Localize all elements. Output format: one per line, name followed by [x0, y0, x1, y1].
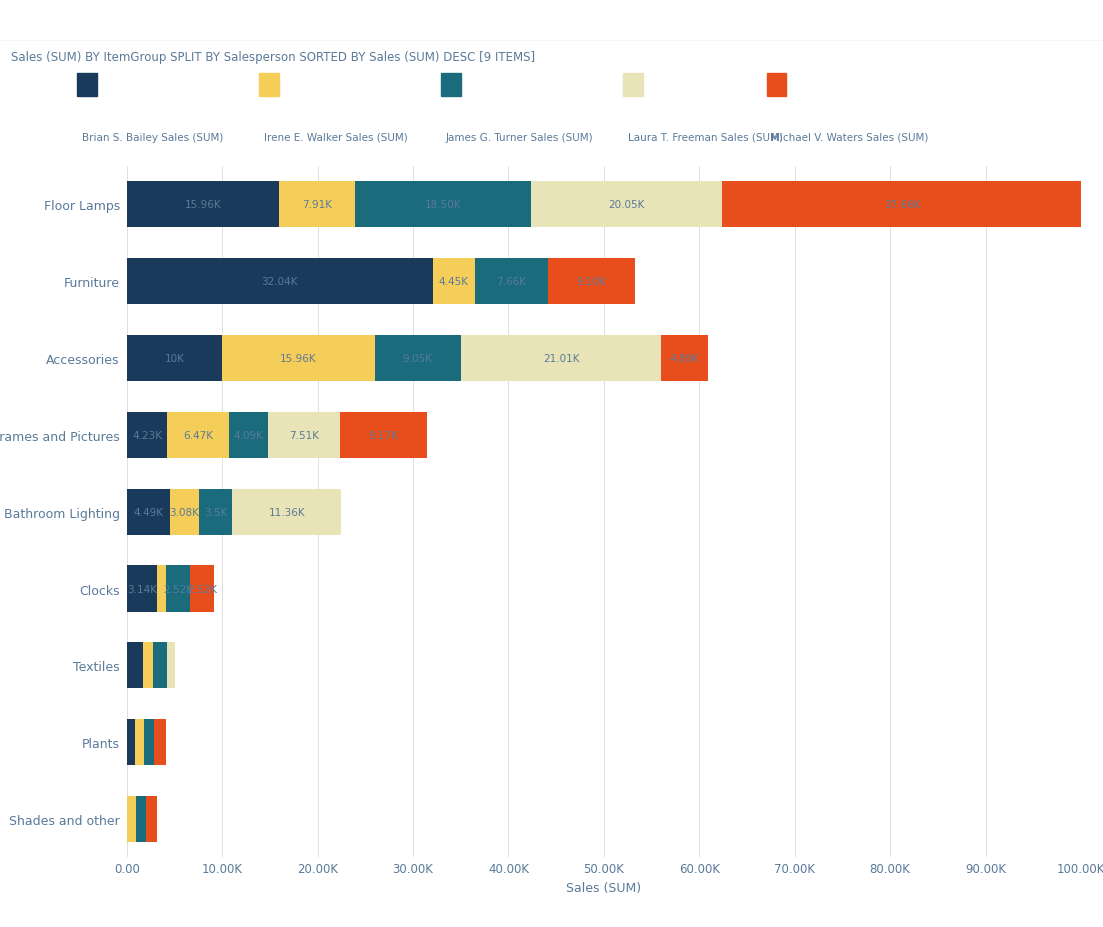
Text: 4.89K: 4.89K: [670, 354, 699, 363]
Bar: [157, 565, 167, 612]
Bar: [475, 259, 548, 305]
Bar: [170, 489, 199, 535]
Text: 15.96K: 15.96K: [280, 354, 317, 363]
Text: 32.04K: 32.04K: [261, 277, 298, 287]
Text: 3.08K: 3.08K: [170, 507, 200, 517]
Bar: [127, 565, 157, 612]
Bar: [432, 259, 475, 305]
Text: 3.5K: 3.5K: [204, 507, 227, 517]
Bar: [146, 796, 157, 842]
Text: 15.96K: 15.96K: [184, 200, 222, 210]
Text: James G. Turner Sales (SUM): James G. Turner Sales (SUM): [446, 133, 593, 143]
Bar: [135, 719, 144, 766]
Bar: [279, 183, 354, 228]
Bar: [548, 259, 635, 305]
Text: 37.66K: 37.66K: [884, 200, 920, 210]
Bar: [152, 642, 167, 689]
Bar: [354, 183, 532, 228]
Text: Sales (SUM) BY ItemGroup SPLIT BY Salesperson SORTED BY Sales (SUM) DESC [9 ITEM: Sales (SUM) BY ItemGroup SPLIT BY Salesp…: [11, 51, 535, 64]
Bar: [127, 489, 170, 535]
Bar: [127, 642, 143, 689]
Bar: [268, 413, 340, 459]
Text: 6.47K: 6.47K: [183, 430, 213, 440]
Bar: [168, 413, 229, 459]
Bar: [340, 413, 427, 459]
Bar: [127, 336, 223, 382]
Text: 9.05K: 9.05K: [403, 354, 432, 363]
Text: 7.91K: 7.91K: [302, 200, 332, 210]
Bar: [127, 183, 279, 228]
Bar: [375, 336, 461, 382]
Text: 2.52K: 2.52K: [163, 584, 193, 594]
Text: 9.17K: 9.17K: [368, 430, 398, 440]
Text: Michael V. Waters Sales (SUM): Michael V. Waters Sales (SUM): [771, 133, 929, 143]
Text: 11.36K: 11.36K: [268, 507, 304, 517]
Bar: [223, 336, 375, 382]
Text: 21.01K: 21.01K: [543, 354, 579, 363]
Bar: [233, 489, 341, 535]
Bar: [461, 336, 662, 382]
Bar: [167, 565, 190, 612]
Bar: [532, 183, 722, 228]
Text: 4.09K: 4.09K: [234, 430, 264, 440]
Text: 3.14K: 3.14K: [127, 584, 157, 594]
Bar: [722, 183, 1082, 228]
Text: 7.51K: 7.51K: [289, 430, 319, 440]
Text: 2.52K: 2.52K: [188, 584, 217, 594]
Bar: [127, 796, 137, 842]
Bar: [144, 719, 153, 766]
Bar: [137, 796, 146, 842]
Bar: [153, 719, 165, 766]
Bar: [190, 565, 214, 612]
Text: 18.50K: 18.50K: [425, 200, 461, 210]
Text: 4.45K: 4.45K: [439, 277, 469, 287]
Text: 9.10K: 9.10K: [577, 277, 607, 287]
X-axis label: Sales (SUM): Sales (SUM): [566, 881, 642, 894]
Bar: [662, 336, 708, 382]
Bar: [127, 259, 432, 305]
Text: 4.23K: 4.23K: [132, 430, 162, 440]
Bar: [167, 642, 175, 689]
Text: 7.66K: 7.66K: [496, 277, 526, 287]
Text: Brian S. Bailey Sales (SUM): Brian S. Bailey Sales (SUM): [82, 133, 223, 143]
Bar: [127, 719, 135, 766]
Text: 20.05K: 20.05K: [609, 200, 645, 210]
Bar: [199, 489, 233, 535]
Text: 4.49K: 4.49K: [133, 507, 163, 517]
Text: 10K: 10K: [164, 354, 184, 363]
Bar: [229, 413, 268, 459]
Text: Laura T. Freeman Sales (SUM): Laura T. Freeman Sales (SUM): [628, 133, 782, 143]
Bar: [143, 642, 152, 689]
Text: Irene E. Walker Sales (SUM): Irene E. Walker Sales (SUM): [264, 133, 407, 143]
Bar: [127, 413, 168, 459]
